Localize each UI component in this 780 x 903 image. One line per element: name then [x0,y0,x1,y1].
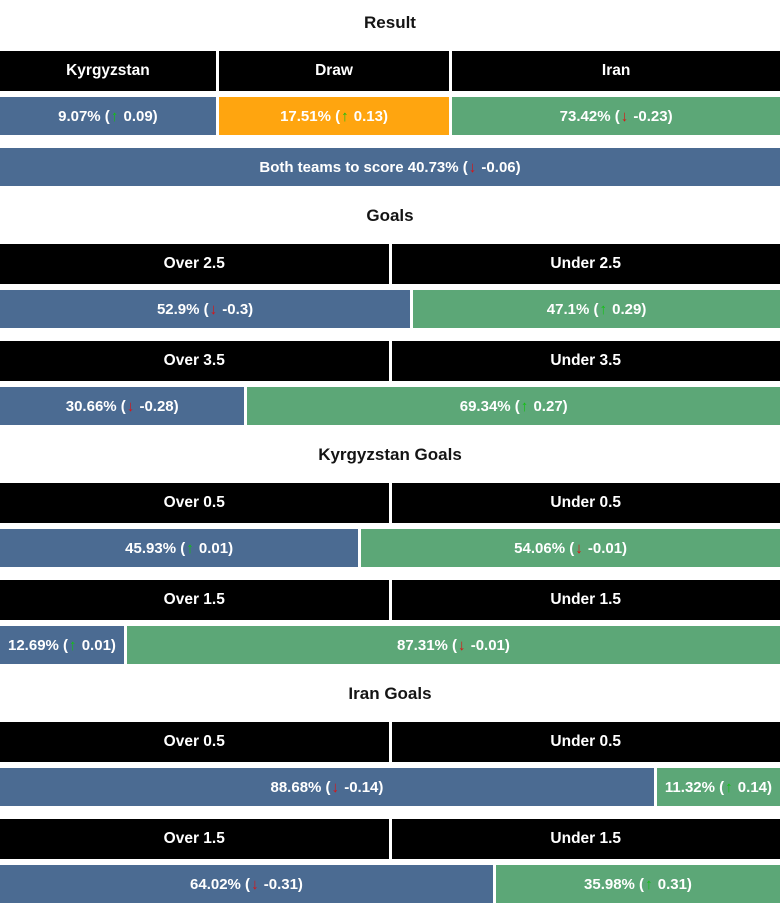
market-header-cell: Kyrgyzstan [0,51,216,91]
bar-label: 35.98% (↑ 0.31) [584,875,692,893]
trend-up-icon: ↑ [186,539,194,557]
section: Result Kyrgyzstan Draw Iran 9.07% (↑ 0.09) 17… [0,8,780,186]
bar-row: 45.93% (↑ 0.01) 54.06% (↓ -0.01) [0,529,780,567]
bar-label: 87.31% (↓ -0.01) [397,636,510,654]
trend-down-icon: ↓ [620,107,629,125]
probability-bar: Both teams to score 40.73% (↓ -0.06) [0,148,780,186]
probability-bar: 11.32% (↑ 0.14) [656,768,780,806]
market-header-row: Over 1.5 Under 1.5 [0,819,780,859]
trend-down-icon: ↓ [575,539,583,557]
probability-bar: 47.1% (↑ 0.29) [413,290,780,328]
bar-label: 45.93% (↑ 0.01) [125,539,234,557]
market-header-row: Over 0.5 Under 0.5 [0,483,780,523]
market-header-cell: Over 1.5 [0,819,389,859]
market-header-cell: Under 1.5 [391,819,780,859]
trend-down-icon: ↓ [209,300,218,318]
trend-up-icon: ↑ [645,875,653,893]
bar-label: 73.42% (↓ -0.23) [559,107,673,125]
probability-bar: 30.66% (↓ -0.28) [0,387,245,425]
bar-label: Both teams to score 40.73% (↓ -0.06) [259,158,521,176]
bar-label: 52.9% (↓ -0.3) [156,300,254,318]
probability-bar: 52.9% (↓ -0.3) [0,290,411,328]
bar-row: 64.02% (↓ -0.31) 35.98% (↑ 0.31) [0,865,780,903]
bar-label: 69.34% (↑ 0.27) [459,397,568,415]
bar-label: 9.07% (↑ 0.09) [58,107,158,125]
bar-label: 30.66% (↓ -0.28) [65,397,179,415]
section-title: Kyrgyzstan Goals [318,445,462,464]
stats-widget: Result Kyrgyzstan Draw Iran 9.07% (↑ 0.09) 17… [0,8,780,903]
bar-label: 54.06% (↓ -0.01) [514,539,628,557]
bar-row: 12.69% (↑ 0.01) 87.31% (↓ -0.01) [0,626,780,664]
market-header-cell: Under 1.5 [391,580,780,620]
trend-down-icon: ↓ [126,397,135,415]
trend-up-icon: ↑ [69,636,77,654]
market-header-cell: Under 3.5 [391,341,780,381]
probability-bar: 12.69% (↑ 0.01) [0,626,124,664]
market-header-cell: Over 2.5 [0,244,389,284]
probability-bar: 73.42% (↓ -0.23) [452,97,780,135]
bar-row: 52.9% (↓ -0.3) 47.1% (↑ 0.29) [0,290,780,328]
section: Kyrgyzstan Goals Over 0.5 Under 0.5 45.93% … [0,440,780,664]
bar-label: 64.02% (↓ -0.31) [190,875,303,893]
bar-row: 9.07% (↑ 0.09) 17.51% (↑ 0.13) 73.42% (↓ -… [0,97,780,135]
trend-down-icon: ↓ [458,636,466,654]
trend-up-icon: ↑ [341,107,349,125]
trend-down-icon: ↓ [331,778,340,796]
market-header-cell: Iran [452,51,780,91]
section-title: Iran Goals [348,684,432,703]
market-header-cell: Over 0.5 [0,483,389,523]
market-header-cell: Under 2.5 [391,244,780,284]
section-title: Result [364,13,416,32]
probability-bar: 54.06% (↓ -0.01) [361,529,780,567]
bar-row: 88.68% (↓ -0.14) 11.32% (↑ 0.14) [0,768,780,806]
bar-label: 12.69% (↑ 0.01) [8,636,116,654]
probability-bar: 9.07% (↑ 0.09) [0,97,216,135]
trend-up-icon: ↑ [520,397,529,415]
probability-bar: 64.02% (↓ -0.31) [0,865,493,903]
market-header-row: Over 2.5 Under 2.5 [0,244,780,284]
bar-row: 30.66% (↓ -0.28) 69.34% (↑ 0.27) [0,387,780,425]
bar-label: 88.68% (↓ -0.14) [270,778,384,796]
trend-up-icon: ↑ [725,778,733,796]
probability-bar: 35.98% (↑ 0.31) [495,865,780,903]
market-header-cell: Draw [218,51,450,91]
bar-label: 11.32% (↑ 0.14) [664,778,772,796]
bar-label: 47.1% (↑ 0.29) [546,300,647,318]
probability-bar: 88.68% (↓ -0.14) [0,768,654,806]
section: Iran Goals Over 0.5 Under 0.5 88.68% (↓ -0.… [0,679,780,903]
probability-bar: 45.93% (↑ 0.01) [0,529,359,567]
market-header-cell: Under 0.5 [391,483,780,523]
market-header-row: Over 3.5 Under 3.5 [0,341,780,381]
bar-label: 17.51% (↑ 0.13) [280,107,388,125]
market-header-cell: Over 1.5 [0,580,389,620]
market-header-row: Kyrgyzstan Draw Iran [0,51,780,91]
section: Goals Over 2.5 Under 2.5 52.9% (↓ -0.3) 47.1… [0,201,780,425]
market-header-cell: Over 0.5 [0,722,389,762]
market-header-row: Over 0.5 Under 0.5 [0,722,780,762]
section-title: Goals [366,206,414,225]
probability-bar: 69.34% (↑ 0.27) [247,387,780,425]
market-header-cell: Over 3.5 [0,341,389,381]
trend-down-icon: ↓ [251,875,259,893]
probability-bar: 17.51% (↑ 0.13) [218,97,450,135]
trend-up-icon: ↑ [110,107,119,125]
probability-bar: 87.31% (↓ -0.01) [126,626,780,664]
trend-up-icon: ↑ [599,300,607,318]
market-header-row: Over 1.5 Under 1.5 [0,580,780,620]
market-header-cell: Under 0.5 [391,722,780,762]
trend-down-icon: ↓ [468,158,477,176]
bar-row: Both teams to score 40.73% (↓ -0.06) [0,148,780,186]
